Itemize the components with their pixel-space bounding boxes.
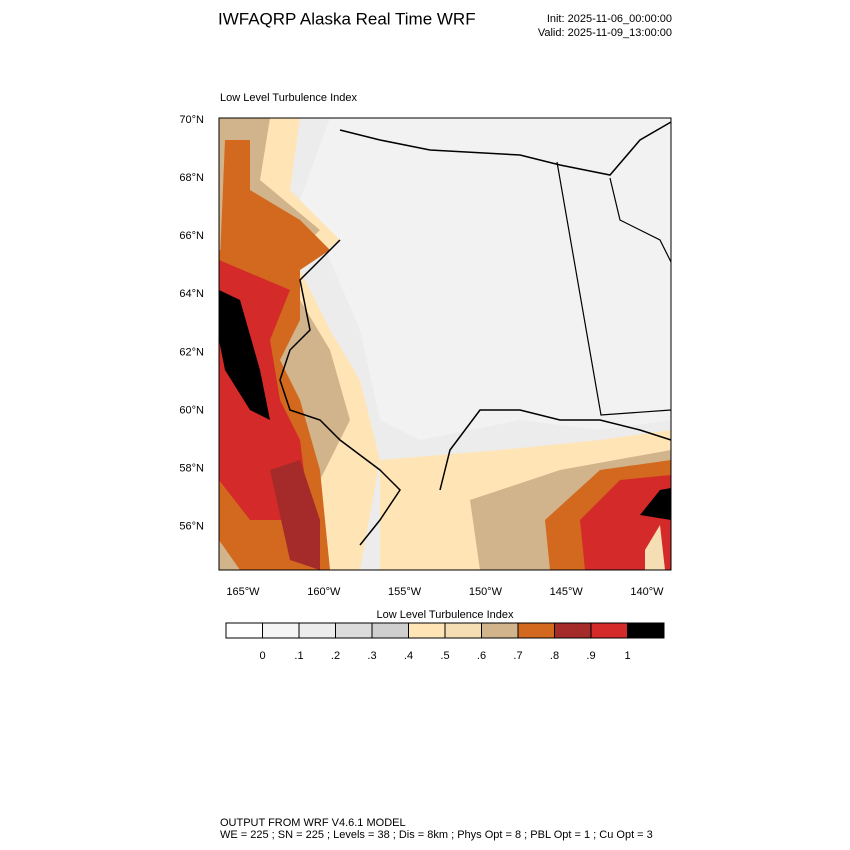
map-field	[218, 117, 672, 571]
colorbar-label: .5	[440, 650, 449, 662]
colorbar-box	[298, 622, 336, 639]
lat-label: 56°N	[179, 521, 204, 533]
title: IWFAQRP Alaska Real Time WRF	[218, 9, 476, 28]
lon-label: 140°W	[630, 586, 664, 598]
colorbar-label: .8	[550, 650, 559, 662]
lon-label: 160°W	[307, 586, 341, 598]
colorbar-box	[590, 622, 628, 639]
colorbar-label: .6	[477, 650, 486, 662]
colorbar-label: .9	[586, 650, 595, 662]
lon-label: 165°W	[226, 586, 260, 598]
lon-label: 150°W	[469, 586, 503, 598]
lat-label: 62°N	[179, 346, 204, 358]
colorbar-label: .7	[513, 650, 522, 662]
colorbar-box	[481, 622, 519, 639]
colorbar-box	[371, 622, 409, 639]
lon-labels: 165°W 160°W 155°W 150°W 145°W 140°W	[226, 586, 664, 598]
colorbar-box	[408, 622, 446, 639]
lat-label: 68°N	[179, 172, 204, 184]
colorbar-box	[627, 622, 665, 639]
colorbar-box	[517, 622, 555, 639]
colorbar-box	[444, 622, 482, 639]
lat-label: 58°N	[179, 463, 204, 475]
colorbar-label: .2	[331, 650, 340, 662]
lat-label: 60°N	[179, 404, 204, 416]
lat-label: 70°N	[179, 114, 204, 126]
map-title: Low Level Turbulence Index	[220, 92, 357, 104]
colorbar-box	[262, 622, 300, 639]
colorbar-label: 1	[624, 650, 630, 662]
colorbar-box	[335, 622, 373, 639]
colorbar-title: Low Level Turbulence Index	[377, 609, 514, 621]
init-time: Init: 2025-11-06_00:00:00	[547, 13, 672, 25]
lon-label: 155°W	[388, 586, 422, 598]
lat-labels: 70°N 68°N 66°N 64°N 62°N 60°N 58°N 56°N	[179, 114, 204, 533]
footer-line: OUTPUT FROM WRF V4.6.1 MODEL	[220, 817, 406, 829]
footer-line: WE = 225 ; SN = 225 ; Levels = 38 ; Dis …	[220, 829, 653, 841]
lon-label: 145°W	[550, 586, 584, 598]
colorbar-box	[225, 622, 263, 639]
colorbar: 0 .1 .2 .3 .4 .5 .6 .7 .8 .9 1	[225, 622, 665, 662]
colorbar-label: .3	[367, 650, 376, 662]
colorbar-box	[554, 622, 592, 639]
colorbar-label: .1	[294, 650, 303, 662]
lat-label: 64°N	[179, 288, 204, 300]
valid-time: Valid: 2025-11-09_13:00:00	[538, 27, 672, 39]
colorbar-label: 0	[259, 650, 265, 662]
lat-label: 66°N	[179, 230, 204, 242]
colorbar-label: .4	[404, 650, 413, 662]
